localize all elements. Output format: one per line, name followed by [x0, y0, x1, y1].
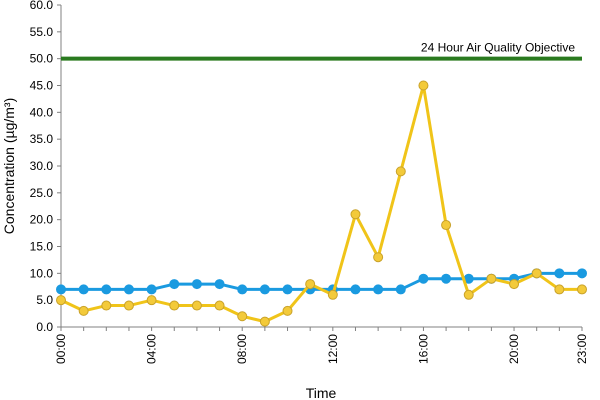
- series-2-point: [259, 316, 270, 327]
- series-2-point: [441, 220, 452, 231]
- series-2-point: [554, 284, 565, 295]
- x-tick-label: 00:00: [54, 334, 68, 364]
- x-tick-label: 16:00: [416, 334, 430, 364]
- y-tick-label: 50.0: [30, 52, 54, 66]
- series-1-point: [78, 284, 89, 295]
- y-tick-label: 40.0: [30, 105, 54, 119]
- series-2-point: [463, 289, 474, 300]
- x-tick-label: 23:00: [575, 334, 589, 364]
- x-tick-label: 20:00: [507, 334, 521, 364]
- series-2-point: [237, 311, 248, 322]
- objective-label: 24 Hour Air Quality Objective: [421, 41, 575, 55]
- y-tick-label: 0.0: [36, 320, 53, 334]
- series-1-point: [577, 268, 587, 279]
- series-1-point: [214, 279, 225, 290]
- y-tick-label: 20.0: [30, 213, 54, 227]
- series-2-point: [101, 300, 112, 311]
- series-2-point: [373, 252, 384, 263]
- series-2-point: [305, 279, 316, 290]
- series-2-point: [327, 289, 338, 300]
- series-2-point: [577, 284, 587, 295]
- series-2-point: [56, 295, 66, 306]
- x-axis-label: Time: [306, 385, 337, 400]
- series-1-point: [282, 284, 293, 295]
- series-1-point: [259, 284, 270, 295]
- y-tick-label: 35.0: [30, 132, 54, 146]
- y-tick-label: 45.0: [30, 79, 54, 93]
- y-tick-label: 10.0: [30, 266, 54, 280]
- series-2-point: [146, 295, 157, 306]
- series-2-point: [78, 305, 89, 316]
- y-tick-label: 60.0: [30, 0, 54, 12]
- series-2-point: [214, 300, 225, 311]
- series-1-point: [554, 268, 565, 279]
- series-2-point: [282, 305, 293, 316]
- x-tick-label: 08:00: [235, 334, 249, 364]
- series-1-point: [123, 284, 134, 295]
- y-axis-label: Concentration (µg/m³): [1, 98, 17, 234]
- series-1-point: [418, 273, 429, 284]
- series-1-point: [191, 279, 202, 290]
- series-1-point: [101, 284, 112, 295]
- series-1-point: [146, 284, 157, 295]
- x-tick-label: 12:00: [326, 334, 340, 364]
- series-1-point: [237, 284, 248, 295]
- series-2-line: [60, 84, 582, 324]
- series-2-point: [486, 273, 497, 284]
- objective-line-group: 24 Hour Air Quality Objective: [61, 41, 582, 61]
- series-2-point: [531, 268, 542, 279]
- series-2-point: [169, 300, 180, 311]
- series-2-point: [509, 279, 520, 290]
- series-2-point: [350, 209, 361, 220]
- y-tick-label: 25.0: [30, 186, 54, 200]
- series-1-point: [373, 284, 384, 295]
- series-2-point: [123, 300, 134, 311]
- series-group: [56, 80, 587, 327]
- series-2-point: [395, 166, 406, 177]
- series-2-point: [191, 300, 202, 311]
- series-1-point: [441, 273, 452, 284]
- x-tick-label: 04:00: [145, 334, 159, 364]
- series-1-point: [350, 284, 361, 295]
- y-tick-label: 55.0: [30, 25, 54, 39]
- chart-axes: 0.0 5.0 10.0 15.0 20.0 25.0 30.0 35.0 40.0 45.0 50…: [30, 0, 589, 364]
- series-2-point: [418, 80, 429, 91]
- y-tick-label: 5.0: [36, 293, 53, 307]
- y-tick-label: 30.0: [30, 159, 54, 173]
- series-1-point: [395, 284, 406, 295]
- series-1-point: [56, 284, 66, 295]
- y-tick-label: 15.0: [30, 240, 54, 254]
- series-1-point: [169, 279, 180, 290]
